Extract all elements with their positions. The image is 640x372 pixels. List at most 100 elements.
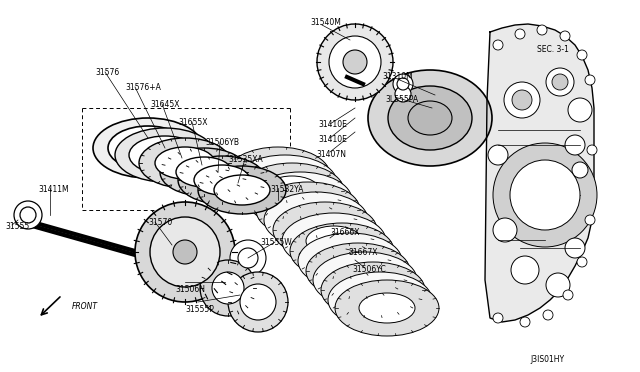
Ellipse shape [198, 166, 286, 214]
Ellipse shape [335, 280, 439, 336]
Ellipse shape [329, 36, 381, 88]
Ellipse shape [230, 240, 266, 276]
Ellipse shape [345, 275, 401, 305]
Ellipse shape [520, 317, 530, 327]
Text: 31411M: 31411M [38, 185, 68, 194]
Ellipse shape [173, 240, 197, 264]
Polygon shape [485, 24, 594, 322]
Text: 31506N: 31506N [175, 285, 205, 294]
Text: 31506YC: 31506YC [352, 265, 386, 274]
Ellipse shape [306, 226, 362, 256]
Ellipse shape [572, 162, 588, 178]
Ellipse shape [135, 202, 235, 302]
Ellipse shape [337, 265, 393, 295]
Ellipse shape [388, 86, 472, 150]
Text: 3L555PA: 3L555PA [385, 95, 418, 104]
Ellipse shape [233, 155, 337, 211]
Ellipse shape [560, 31, 570, 41]
Ellipse shape [546, 273, 570, 297]
Text: 31410E: 31410E [318, 120, 347, 129]
Ellipse shape [298, 233, 402, 289]
Ellipse shape [359, 293, 415, 323]
Ellipse shape [264, 176, 320, 206]
Ellipse shape [238, 248, 258, 268]
Ellipse shape [322, 246, 378, 276]
Ellipse shape [256, 182, 360, 238]
Ellipse shape [313, 252, 417, 308]
Ellipse shape [568, 98, 592, 122]
Ellipse shape [248, 172, 352, 228]
Ellipse shape [20, 207, 36, 223]
Text: 31410E: 31410E [318, 135, 347, 144]
Text: 31555W: 31555W [260, 238, 292, 247]
Ellipse shape [328, 272, 432, 328]
Ellipse shape [585, 75, 595, 85]
Text: 31576+A: 31576+A [125, 83, 161, 92]
Text: 31532YA: 31532YA [270, 185, 303, 194]
Ellipse shape [160, 148, 248, 196]
Text: 31576: 31576 [95, 68, 119, 77]
Ellipse shape [212, 272, 244, 304]
Ellipse shape [397, 78, 409, 90]
Text: 31555P: 31555P [185, 305, 214, 314]
Ellipse shape [321, 262, 425, 318]
Ellipse shape [194, 165, 250, 195]
Ellipse shape [280, 195, 336, 225]
Text: 31506YB: 31506YB [205, 138, 239, 147]
Ellipse shape [288, 205, 344, 235]
Ellipse shape [577, 50, 587, 60]
Text: 31667X: 31667X [348, 248, 378, 257]
Ellipse shape [272, 185, 328, 215]
Text: 31666X: 31666X [330, 228, 360, 237]
Ellipse shape [240, 163, 344, 219]
Ellipse shape [352, 285, 408, 315]
Ellipse shape [129, 136, 201, 174]
Polygon shape [18, 218, 245, 286]
Ellipse shape [317, 24, 393, 100]
Ellipse shape [343, 50, 367, 74]
Ellipse shape [250, 160, 306, 190]
Text: 31407N: 31407N [316, 150, 346, 159]
Text: 31540M: 31540M [310, 18, 341, 27]
Ellipse shape [214, 175, 270, 205]
Ellipse shape [297, 215, 353, 245]
Ellipse shape [565, 238, 585, 258]
Ellipse shape [488, 145, 508, 165]
Ellipse shape [290, 223, 394, 279]
Ellipse shape [240, 284, 276, 320]
Ellipse shape [273, 202, 377, 258]
Ellipse shape [150, 217, 220, 287]
Ellipse shape [563, 290, 573, 300]
Ellipse shape [395, 86, 411, 102]
Ellipse shape [93, 118, 203, 178]
Ellipse shape [108, 126, 188, 170]
Ellipse shape [577, 257, 587, 267]
Ellipse shape [115, 128, 215, 182]
Ellipse shape [178, 156, 266, 204]
Ellipse shape [493, 313, 503, 323]
Ellipse shape [510, 160, 580, 230]
Ellipse shape [585, 215, 595, 225]
Ellipse shape [14, 201, 42, 229]
Ellipse shape [515, 29, 525, 39]
Text: 31655X: 31655X [178, 118, 207, 127]
Text: 31310M: 31310M [382, 72, 413, 81]
Ellipse shape [139, 138, 231, 188]
Ellipse shape [493, 143, 597, 247]
Ellipse shape [493, 218, 517, 242]
Text: 31535XA: 31535XA [228, 155, 263, 164]
Ellipse shape [552, 74, 568, 90]
Ellipse shape [257, 168, 313, 198]
Ellipse shape [393, 74, 413, 94]
Ellipse shape [368, 70, 492, 166]
Text: FRONT: FRONT [72, 302, 98, 311]
Ellipse shape [264, 192, 368, 248]
Text: 31555: 31555 [5, 222, 29, 231]
Ellipse shape [504, 82, 540, 118]
Ellipse shape [565, 135, 585, 155]
Ellipse shape [200, 260, 256, 316]
Ellipse shape [282, 213, 386, 269]
Ellipse shape [314, 236, 370, 266]
Ellipse shape [228, 272, 288, 332]
Ellipse shape [306, 243, 410, 299]
